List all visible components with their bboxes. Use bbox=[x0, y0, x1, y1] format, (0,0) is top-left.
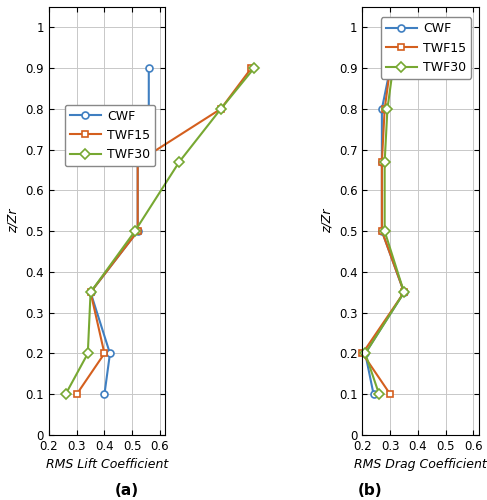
TWF30 bbox=[390, 65, 396, 71]
CWF bbox=[101, 391, 107, 397]
CWF bbox=[135, 228, 141, 234]
TWF15 bbox=[382, 106, 388, 112]
TWF15 bbox=[401, 290, 407, 296]
TWF30 bbox=[85, 350, 91, 356]
Text: (b): (b) bbox=[358, 483, 382, 498]
CWF bbox=[379, 106, 385, 112]
TWF30 bbox=[362, 350, 368, 356]
TWF30 bbox=[218, 106, 224, 112]
Y-axis label: z/Zr: z/Zr bbox=[7, 208, 20, 233]
TWF30 bbox=[176, 159, 182, 165]
Line: TWF30: TWF30 bbox=[362, 64, 408, 398]
CWF bbox=[387, 65, 393, 71]
CWF bbox=[146, 106, 152, 112]
TWF15 bbox=[387, 65, 393, 71]
Y-axis label: z/Zr: z/Zr bbox=[320, 208, 334, 233]
TWF30 bbox=[382, 159, 388, 165]
TWF15 bbox=[379, 228, 385, 234]
Line: CWF: CWF bbox=[362, 64, 408, 398]
Text: (a): (a) bbox=[114, 483, 139, 498]
TWF15 bbox=[88, 290, 94, 296]
TWF15 bbox=[135, 228, 141, 234]
TWF15 bbox=[74, 391, 80, 397]
CWF bbox=[379, 159, 385, 165]
X-axis label: RMS Drag Coefficient: RMS Drag Coefficient bbox=[355, 458, 487, 471]
TWF30 bbox=[382, 228, 388, 234]
TWF15 bbox=[218, 106, 224, 112]
TWF15 bbox=[387, 391, 393, 397]
Line: TWF15: TWF15 bbox=[359, 64, 408, 398]
TWF15 bbox=[359, 350, 365, 356]
TWF15 bbox=[379, 159, 385, 165]
Line: TWF30: TWF30 bbox=[62, 64, 258, 398]
CWF bbox=[371, 391, 376, 397]
TWF15 bbox=[248, 65, 254, 71]
Line: TWF15: TWF15 bbox=[73, 64, 255, 398]
TWF30 bbox=[385, 106, 391, 112]
TWF30 bbox=[132, 228, 138, 234]
CWF bbox=[362, 350, 368, 356]
X-axis label: RMS Lift Coefficient: RMS Lift Coefficient bbox=[46, 458, 169, 471]
CWF bbox=[146, 65, 152, 71]
TWF30 bbox=[251, 65, 257, 71]
TWF30 bbox=[376, 391, 382, 397]
CWF bbox=[401, 290, 407, 296]
CWF bbox=[88, 290, 94, 296]
Legend: CWF, TWF15, TWF30: CWF, TWF15, TWF30 bbox=[381, 18, 471, 79]
CWF bbox=[379, 228, 385, 234]
CWF bbox=[107, 350, 113, 356]
TWF30 bbox=[88, 290, 94, 296]
TWF15 bbox=[135, 159, 141, 165]
Line: CWF: CWF bbox=[87, 64, 152, 398]
TWF15 bbox=[101, 350, 107, 356]
TWF30 bbox=[63, 391, 69, 397]
TWF30 bbox=[401, 290, 407, 296]
CWF bbox=[135, 159, 141, 165]
Legend: CWF, TWF15, TWF30: CWF, TWF15, TWF30 bbox=[65, 104, 155, 166]
